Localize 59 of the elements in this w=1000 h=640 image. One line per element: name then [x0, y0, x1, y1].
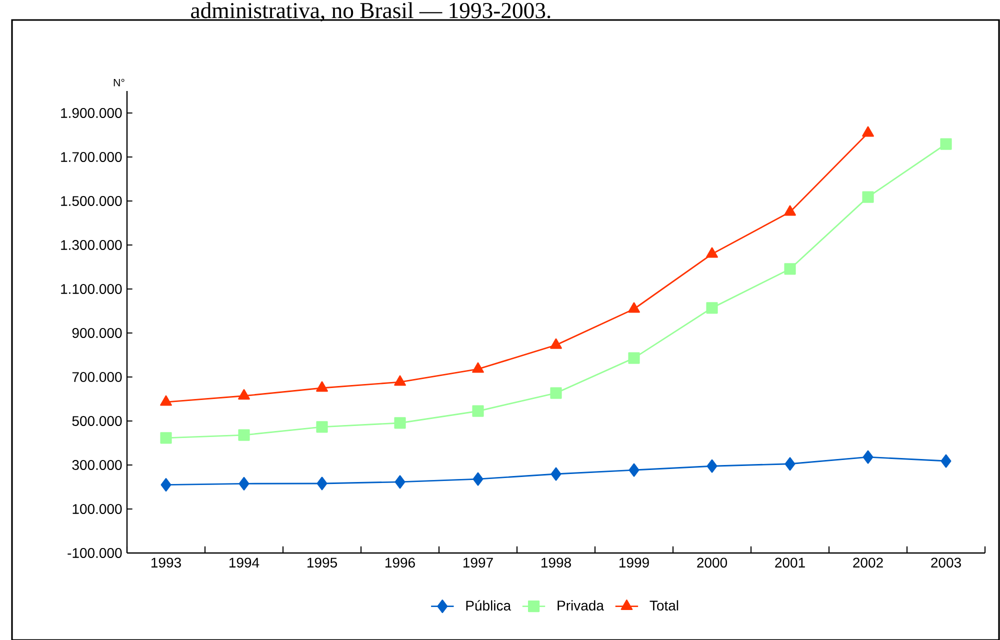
point — [940, 454, 952, 468]
y-tick-label: 1.500.000 — [61, 196, 122, 206]
point — [160, 432, 172, 444]
x-tick-label: 1999 — [619, 558, 649, 568]
point — [628, 352, 640, 364]
legend-label: Privada — [558, 600, 604, 611]
point — [550, 338, 562, 349]
legend-label: Total — [650, 600, 678, 611]
y-tick-label: 1.100.000 — [61, 284, 122, 294]
point — [160, 478, 172, 492]
x-tick-label: 1998 — [541, 558, 571, 568]
x-tick-label: 2003 — [931, 558, 961, 568]
point — [316, 476, 328, 490]
y-tick-label: -100.000 — [68, 548, 122, 558]
y-tick-label: 1.300.000 — [61, 240, 122, 250]
point — [550, 387, 562, 399]
y-tick-label: 900.000 — [72, 328, 122, 338]
point — [472, 362, 484, 373]
point — [160, 395, 172, 406]
y-axis-title: N° — [114, 78, 124, 86]
point — [394, 375, 406, 386]
x-tick-label: 1994 — [229, 558, 260, 568]
point — [706, 302, 718, 314]
point — [862, 126, 874, 137]
x-tick-label: 1997 — [463, 558, 493, 568]
y-tick-label: 1.700.000 — [61, 152, 122, 162]
point — [550, 467, 562, 481]
x-tick-label: 2001 — [775, 558, 805, 568]
y-tick-label: 100.000 — [72, 504, 122, 514]
x-tick-label: 1996 — [385, 558, 415, 568]
point — [316, 421, 328, 433]
point — [316, 381, 328, 392]
x-tick-label: 1993 — [151, 558, 181, 568]
point — [706, 247, 718, 258]
point — [472, 472, 484, 486]
point — [940, 138, 952, 150]
point — [784, 205, 796, 216]
point — [706, 459, 718, 473]
chart-title: administrativa, no Brasil — 1993-2003. — [191, 2, 550, 22]
point — [784, 457, 796, 471]
point — [628, 302, 640, 313]
x-tick-label: 2000 — [697, 558, 728, 568]
legend-label: Pública — [466, 600, 512, 611]
point — [238, 389, 250, 400]
y-tick-label: 500.000 — [72, 416, 122, 426]
x-tick-label: 2002 — [853, 558, 883, 568]
point — [862, 450, 874, 464]
point — [394, 475, 406, 489]
point — [238, 476, 250, 490]
point — [784, 263, 796, 275]
y-tick-label: 700.000 — [72, 372, 122, 382]
y-tick-label: 1.900.000 — [61, 108, 122, 118]
point — [862, 191, 874, 203]
point — [394, 417, 406, 429]
point — [628, 463, 640, 477]
point — [238, 429, 250, 441]
y-tick-label: 300.000 — [72, 460, 122, 470]
x-tick-label: 1995 — [307, 558, 337, 568]
point — [472, 405, 484, 417]
